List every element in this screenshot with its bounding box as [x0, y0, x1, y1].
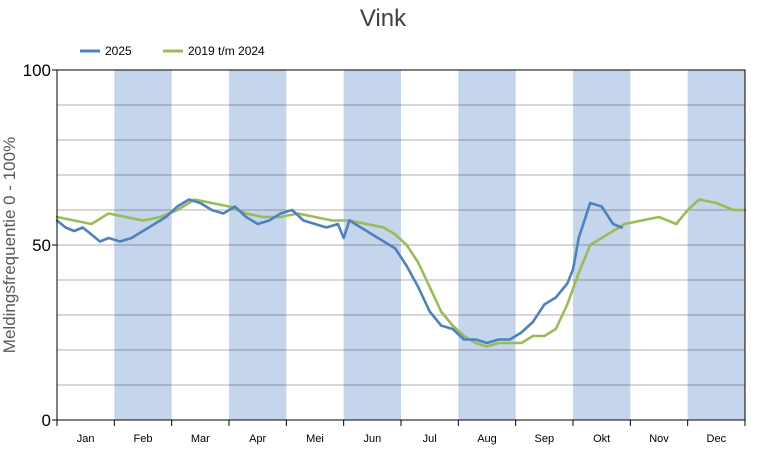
chart-title: Vink: [360, 5, 407, 32]
y-axis-title: Meldingsfrequentie 0 - 100%: [0, 137, 19, 353]
axes: 0 50 100 Jan Feb Mar Apr Mei Jun Jul Aug Sep Okt Nov D…: [23, 61, 746, 445]
series-line-2019-t-m-2024: [55, 198, 747, 348]
legend-label-0: 2025: [105, 44, 132, 58]
x-tick-label-okt: Okt: [593, 433, 610, 445]
x-tick-label-mei: Mei: [306, 433, 324, 445]
series-lines: [55, 198, 747, 348]
x-tick-label-jun: Jun: [363, 433, 381, 445]
x-tick-label-apr: Apr: [249, 433, 266, 445]
x-tick-label-jan: Jan: [77, 433, 95, 445]
legend: 2025 2019 t/m 2024: [80, 44, 265, 58]
y-tick-label: 50: [32, 236, 51, 255]
legend-label-1: 2019 t/m 2024: [188, 44, 265, 58]
y-tick-label: 100: [23, 61, 51, 80]
x-tick-label-jul: Jul: [423, 433, 437, 445]
x-tick-label-sep: Sep: [535, 433, 555, 445]
y-tick-label: 0: [42, 411, 51, 430]
x-tick-label-feb: Feb: [134, 433, 153, 445]
series-line-2025: [55, 198, 623, 345]
x-tick-label-aug: Aug: [477, 433, 497, 445]
x-tick-label-dec: Dec: [707, 433, 727, 445]
x-tick-label-nov: Nov: [649, 433, 669, 445]
x-tick-label-mar: Mar: [191, 433, 210, 445]
